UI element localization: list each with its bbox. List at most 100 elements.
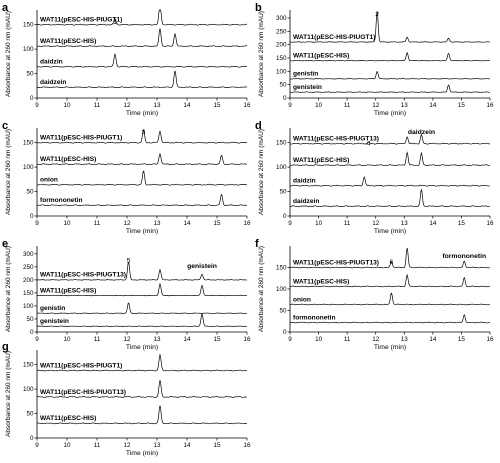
y-tick-label: 300 [23, 251, 34, 258]
x-tick-label: 9 [35, 442, 39, 449]
trace-label: WAT11(pESC-HIS) [293, 52, 349, 59]
y-tick-label: 150 [23, 362, 34, 369]
x-tick-label: 9 [288, 220, 292, 227]
x-tick-label: 10 [315, 220, 323, 227]
x-tick-label: 15 [213, 336, 221, 343]
panel-letter: e [2, 238, 8, 250]
chart-panel-f: f 9 10 11 12 13 14 15 16 0 50 100 150 Time (min) Absor… [255, 238, 494, 351]
x-tick-label: 14 [183, 336, 191, 343]
chromatogram-trace [36, 380, 248, 398]
trace-label: WAT11(pESC-HIS-PIUGT1) [293, 34, 375, 41]
trace-label: daidzin [40, 59, 63, 66]
y-tick-label: 50 [279, 82, 287, 89]
trace-label: WAT11(pESC-HIS-PIUGT1) [40, 362, 122, 369]
y-tick-label: 100 [23, 386, 34, 393]
x-tick-label: 11 [94, 336, 101, 343]
x-tick-label: 15 [458, 102, 466, 109]
chromatogram-trace [36, 261, 248, 281]
x-tick-label: 9 [288, 102, 292, 109]
trace-label: genistein [293, 84, 322, 91]
y-tick-label: 250 [276, 28, 287, 35]
x-axis-label: Time (min) [126, 344, 158, 351]
x-axis-label: Time (min) [126, 228, 158, 235]
x-tick-label: 12 [372, 220, 380, 227]
panel-letter: c [2, 120, 8, 132]
peak-annotation: 5 [127, 257, 131, 264]
x-tick-label: 9 [35, 220, 39, 227]
peak-annotation: 3 [142, 129, 146, 136]
y-axis-label: Absorbance at 260 nm (mAU) [258, 246, 265, 332]
x-tick-label: 16 [243, 336, 251, 343]
x-tick-label: 12 [123, 220, 131, 227]
trace-label: WAT11(pESC-HIS-PIUGT13) [40, 389, 126, 396]
x-axis-label: Time (min) [374, 228, 406, 235]
x-tick-label: 16 [243, 220, 251, 227]
y-tick-label: 250 [23, 264, 34, 271]
y-axis-label: Absorbance at 260 nm (mAU) [258, 129, 265, 215]
chromatogram-trace [36, 312, 247, 327]
y-tick-label: 100 [276, 68, 287, 75]
y-tick-label: 300 [276, 15, 287, 22]
y-tick-label: 50 [26, 316, 34, 323]
chromatogram-trace [36, 28, 248, 48]
chromatogram-trace [289, 151, 491, 166]
x-tick-label: 9 [35, 102, 39, 109]
peak-annotation: daidzein [408, 129, 435, 136]
trace-label: WAT11(pESC-HIS) [40, 38, 96, 45]
y-axis-label: Absorbance at 260 nm (mAU) [5, 351, 12, 437]
peak-annotation: 6 [390, 259, 394, 266]
panel-letter: f [255, 238, 259, 250]
chromatogram-trace [289, 189, 491, 208]
x-tick-label: 13 [153, 442, 161, 449]
chromatogram-trace [289, 292, 491, 306]
x-axis-label: Time (min) [126, 110, 158, 117]
x-tick-label: 14 [429, 220, 437, 227]
chromatogram-trace [36, 194, 248, 207]
x-tick-label: 12 [123, 442, 131, 449]
x-tick-label: 13 [401, 220, 409, 227]
chromatogram-trace [36, 405, 248, 425]
y-tick-label: 0 [30, 95, 34, 102]
y-tick-label: 0 [283, 213, 287, 220]
y-tick-label: 200 [23, 277, 34, 284]
chart-panel-a: a 9 10 11 12 13 14 15 16 0 50 100 150 Time (min) Absor… [2, 2, 251, 117]
x-tick-label: 11 [344, 336, 351, 343]
x-tick-label: 16 [486, 102, 494, 109]
chromatogram-trace [36, 152, 248, 166]
y-axis-label: Absorbance at 260 nm (mAU) [5, 11, 12, 97]
chromatogram-trace [289, 273, 491, 288]
trace-label: WAT11(pESC-HIS-PIUGT1) [40, 17, 122, 24]
trace-label: daidzein [40, 79, 66, 86]
x-tick-label: 12 [123, 336, 131, 343]
x-tick-label: 9 [35, 336, 39, 343]
chromatogram-trace [36, 70, 248, 89]
x-tick-label: 12 [372, 102, 380, 109]
y-tick-label: 0 [283, 95, 287, 102]
chromatogram-trace [289, 314, 491, 324]
y-tick-label: 150 [276, 140, 287, 147]
y-tick-label: 150 [23, 290, 34, 297]
x-tick-label: 13 [401, 336, 409, 343]
y-tick-label: 100 [276, 164, 287, 171]
x-tick-label: 11 [94, 442, 101, 449]
chromatogram-trace [36, 282, 248, 297]
x-tick-label: 10 [63, 442, 71, 449]
x-tick-label: 11 [344, 102, 351, 109]
trace-label: WAT11(pESC-HIS-PIUGT1) [40, 135, 122, 142]
trace-label: daidzin [293, 178, 316, 185]
y-tick-label: 150 [23, 22, 34, 29]
chromatogram-trace [289, 247, 491, 269]
trace-label: genistein [40, 318, 69, 325]
y-axis-label: Absorbance at 260 nm (mAU) [5, 246, 12, 332]
chromatogram-trace [36, 353, 248, 372]
trace-label: genistin [293, 71, 318, 78]
y-tick-label: 0 [30, 329, 34, 336]
panel-letter: g [2, 341, 9, 353]
chart-panel-e: e 9 10 11 12 13 14 15 16 0 50 100 150 200 250 300 Time (… [2, 238, 251, 351]
y-tick-label: 100 [23, 46, 34, 53]
trace-label: WAT11(pESC-HIS-PIUGT13) [293, 136, 379, 143]
x-axis-label: Time (min) [126, 450, 158, 457]
y-tick-label: 50 [26, 71, 34, 78]
chromatogram-trace [36, 9, 248, 26]
